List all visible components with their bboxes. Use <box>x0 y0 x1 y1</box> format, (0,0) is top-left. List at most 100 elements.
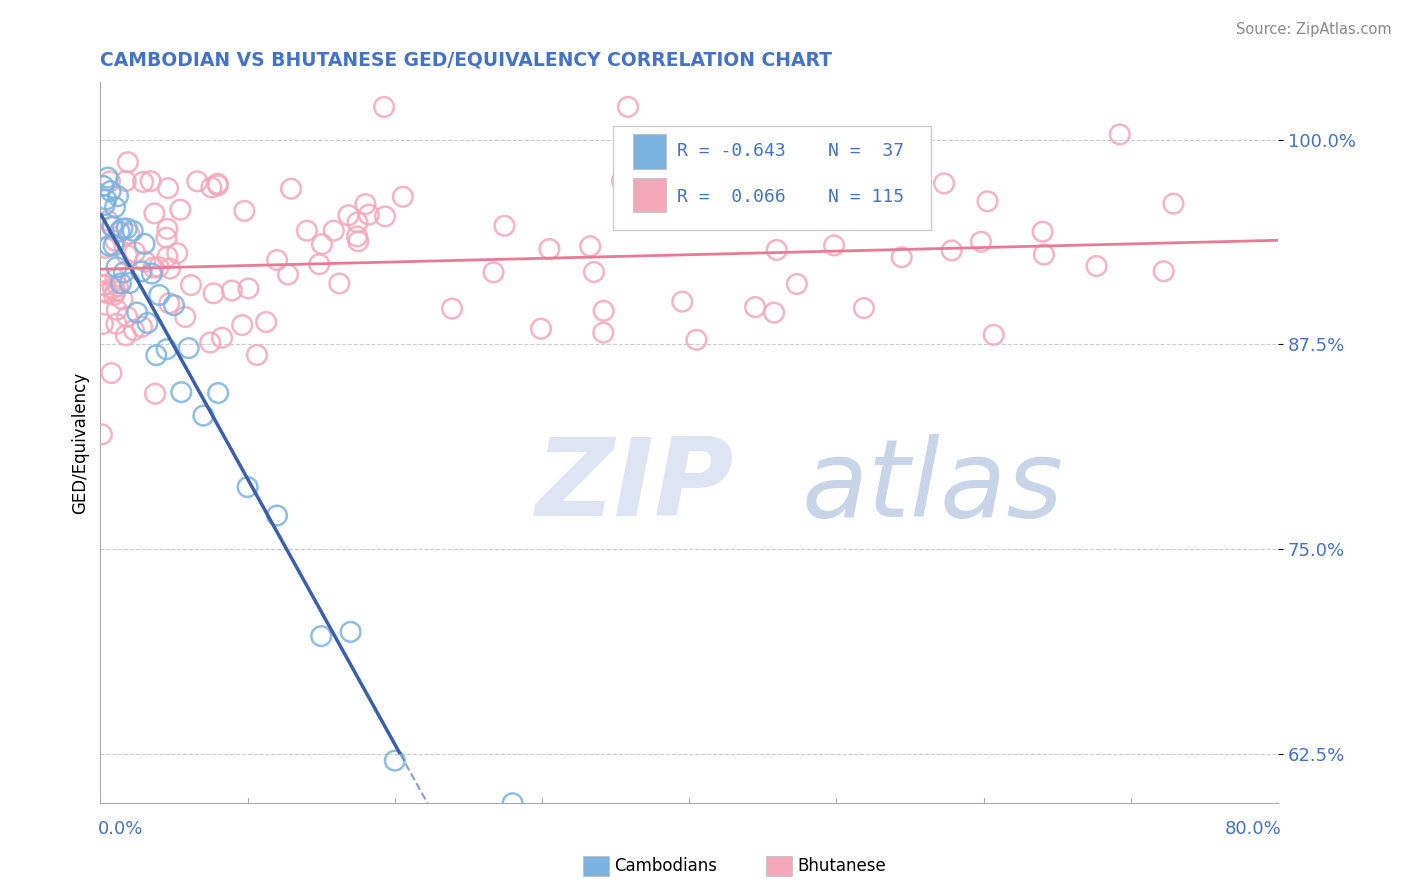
Point <box>280 182 302 196</box>
Point <box>786 277 808 291</box>
Point <box>392 190 415 204</box>
Point <box>441 301 464 316</box>
Point <box>823 238 845 252</box>
Point <box>169 202 191 217</box>
Point <box>254 315 277 329</box>
Point <box>186 174 208 188</box>
Point <box>107 279 129 293</box>
Point <box>155 343 177 357</box>
Point <box>617 100 640 114</box>
Point <box>115 248 138 262</box>
Point <box>643 195 665 210</box>
Point <box>145 348 167 362</box>
Point <box>651 163 673 178</box>
Point <box>141 267 163 281</box>
Point <box>122 323 145 337</box>
Point <box>347 235 370 249</box>
Point <box>592 303 614 318</box>
Point <box>131 319 153 334</box>
Point <box>97 214 120 228</box>
Point <box>96 286 118 301</box>
Point <box>636 175 658 189</box>
Point <box>156 181 179 195</box>
Point <box>231 318 253 332</box>
Point <box>104 234 127 248</box>
Point <box>221 284 243 298</box>
Point <box>91 178 114 193</box>
Point <box>139 174 162 188</box>
Point <box>105 302 128 317</box>
Point <box>354 197 377 211</box>
Point <box>357 208 380 222</box>
Point <box>100 184 122 198</box>
Point <box>94 198 117 212</box>
Point <box>295 224 318 238</box>
Point <box>134 254 156 268</box>
Point <box>105 260 128 275</box>
Point <box>346 229 368 244</box>
Point <box>763 305 786 319</box>
Point <box>107 189 129 203</box>
Point <box>233 203 256 218</box>
Point <box>277 268 299 282</box>
Text: N =  37: N = 37 <box>828 142 904 161</box>
Text: Bhutanese: Bhutanese <box>797 857 886 875</box>
Point <box>155 231 177 245</box>
Point <box>159 261 181 276</box>
Point <box>124 245 146 260</box>
Point <box>308 257 330 271</box>
Point <box>96 193 118 207</box>
Point <box>101 219 124 234</box>
Point <box>156 222 179 236</box>
Point <box>941 244 963 258</box>
Point <box>101 219 124 234</box>
Point <box>118 276 141 290</box>
Point <box>156 250 179 264</box>
Point <box>94 278 117 293</box>
Point <box>852 301 875 315</box>
Point <box>207 386 229 401</box>
Text: ZIP: ZIP <box>536 433 734 539</box>
Point <box>374 210 396 224</box>
Point <box>1032 247 1054 261</box>
Point <box>579 239 602 253</box>
Point <box>685 333 707 347</box>
Point <box>111 221 134 235</box>
Point <box>765 243 787 257</box>
Point <box>121 224 143 238</box>
Point <box>1153 264 1175 278</box>
Point <box>90 427 112 442</box>
Point <box>246 348 269 362</box>
Point <box>163 298 186 312</box>
Point <box>117 155 139 169</box>
Point <box>502 797 524 811</box>
Point <box>1085 259 1108 273</box>
Text: CAMBODIAN VS BHUTANESE GED/EQUIVALENCY CORRELATION CHART: CAMBODIAN VS BHUTANESE GED/EQUIVALENCY C… <box>100 51 832 70</box>
Point <box>202 286 225 301</box>
Text: 80.0%: 80.0% <box>1225 820 1281 838</box>
Text: R =  0.066: R = 0.066 <box>678 188 786 206</box>
Point <box>200 180 222 194</box>
Point <box>103 288 125 302</box>
Point <box>110 277 132 291</box>
Point <box>880 198 903 212</box>
Text: R = -0.643: R = -0.643 <box>678 142 786 161</box>
Point <box>157 296 180 310</box>
Point <box>198 335 221 350</box>
Point <box>118 227 141 241</box>
Bar <box>633 135 665 169</box>
Point <box>337 208 360 222</box>
Point <box>339 624 361 639</box>
Point <box>98 238 121 252</box>
Point <box>610 174 633 188</box>
Point <box>166 246 188 260</box>
Point <box>111 293 134 307</box>
Point <box>617 211 640 225</box>
Point <box>148 288 170 302</box>
Point <box>127 305 149 319</box>
Point <box>384 754 406 768</box>
Point <box>132 175 155 189</box>
Point <box>170 385 193 400</box>
Y-axis label: GED/Equivalency: GED/Equivalency <box>72 372 89 514</box>
Point <box>322 224 344 238</box>
